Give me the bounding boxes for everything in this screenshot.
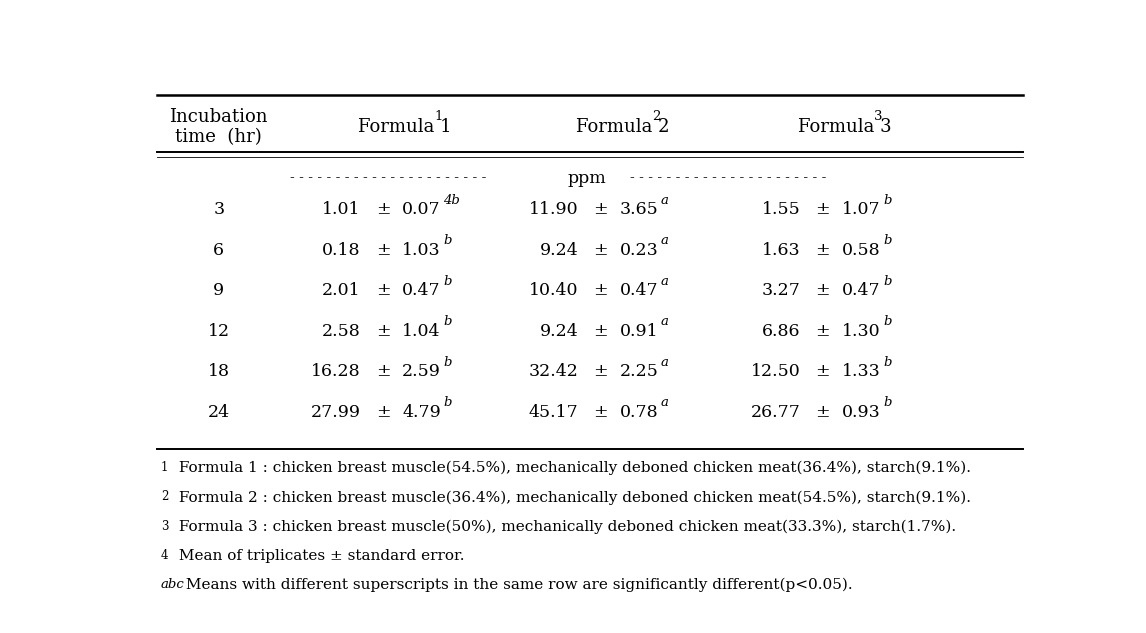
Text: 2: 2 bbox=[652, 110, 661, 123]
Text: Formula 2: Formula 2 bbox=[576, 118, 669, 136]
Text: ±: ± bbox=[376, 363, 391, 380]
Text: 3: 3 bbox=[874, 110, 882, 123]
Text: 1.03: 1.03 bbox=[402, 242, 441, 259]
Text: b: b bbox=[444, 234, 452, 248]
Text: 0.93: 0.93 bbox=[841, 404, 880, 421]
Text: 16.28: 16.28 bbox=[312, 363, 361, 380]
Text: 1.07: 1.07 bbox=[842, 201, 880, 218]
Text: 45.17: 45.17 bbox=[528, 404, 579, 421]
Text: 12: 12 bbox=[207, 323, 230, 340]
Text: ±: ± bbox=[376, 404, 391, 421]
Text: Formula 3: Formula 3 bbox=[798, 118, 892, 136]
Text: 11.90: 11.90 bbox=[528, 201, 579, 218]
Text: 1.63: 1.63 bbox=[762, 242, 801, 259]
Text: 12.50: 12.50 bbox=[751, 363, 801, 380]
Text: ±: ± bbox=[815, 201, 830, 218]
Text: 26.77: 26.77 bbox=[751, 404, 801, 421]
Text: 18: 18 bbox=[207, 363, 229, 380]
Text: Formula 1 : chicken breast muscle(54.5%), mechanically deboned chicken meat(36.4: Formula 1 : chicken breast muscle(54.5%)… bbox=[174, 461, 972, 475]
Text: ±: ± bbox=[594, 242, 609, 259]
Text: 2.58: 2.58 bbox=[322, 323, 361, 340]
Text: 0.07: 0.07 bbox=[402, 201, 441, 218]
Text: 3.27: 3.27 bbox=[762, 282, 801, 299]
Text: 9: 9 bbox=[213, 282, 225, 299]
Text: 10.40: 10.40 bbox=[529, 282, 579, 299]
Text: 4b: 4b bbox=[444, 194, 461, 207]
Text: b: b bbox=[884, 275, 892, 287]
Text: ±: ± bbox=[376, 201, 391, 218]
Text: 1.55: 1.55 bbox=[762, 201, 801, 218]
Text: 24: 24 bbox=[207, 404, 230, 421]
Text: 2: 2 bbox=[160, 491, 168, 503]
Text: b: b bbox=[884, 396, 892, 409]
Text: 4.79: 4.79 bbox=[402, 404, 441, 421]
Text: ±: ± bbox=[815, 242, 830, 259]
Text: 0.23: 0.23 bbox=[620, 242, 659, 259]
Text: ±: ± bbox=[815, 282, 830, 299]
Text: a: a bbox=[661, 194, 669, 207]
Text: b: b bbox=[444, 396, 452, 409]
Text: Means with different superscripts in the same row are significantly different(p<: Means with different superscripts in the… bbox=[181, 578, 853, 592]
Text: b: b bbox=[884, 356, 892, 368]
Text: Formula 1: Formula 1 bbox=[359, 118, 452, 136]
Text: 2.25: 2.25 bbox=[620, 363, 659, 380]
Text: ±: ± bbox=[815, 363, 830, 380]
Text: 0.47: 0.47 bbox=[842, 282, 880, 299]
Text: 9.24: 9.24 bbox=[540, 323, 579, 340]
Text: ±: ± bbox=[594, 282, 609, 299]
Text: b: b bbox=[884, 194, 892, 207]
Text: b: b bbox=[884, 234, 892, 248]
Text: ±: ± bbox=[376, 282, 391, 299]
Text: Formula 3 : chicken breast muscle(50%), mechanically deboned chicken meat(33.3%): Formula 3 : chicken breast muscle(50%), … bbox=[174, 520, 957, 534]
Text: ppm: ppm bbox=[568, 170, 606, 187]
Text: ±: ± bbox=[376, 242, 391, 259]
Text: ±: ± bbox=[815, 323, 830, 340]
Text: 0.47: 0.47 bbox=[402, 282, 441, 299]
Text: 0.58: 0.58 bbox=[842, 242, 880, 259]
Text: a: a bbox=[661, 315, 669, 328]
Text: 32.42: 32.42 bbox=[528, 363, 579, 380]
Text: 1: 1 bbox=[160, 461, 168, 474]
Text: ±: ± bbox=[594, 404, 609, 421]
Text: 0.78: 0.78 bbox=[620, 404, 659, 421]
Text: 3: 3 bbox=[160, 520, 168, 532]
Text: - - - - - - - - - - - - - - - - - - - - - -: - - - - - - - - - - - - - - - - - - - - … bbox=[290, 172, 486, 185]
Text: ±: ± bbox=[594, 323, 609, 340]
Text: ±: ± bbox=[594, 201, 609, 218]
Text: 1.30: 1.30 bbox=[842, 323, 880, 340]
Text: Incubation
time  (hr): Incubation time (hr) bbox=[170, 108, 268, 146]
Text: 9.24: 9.24 bbox=[540, 242, 579, 259]
Text: 0.18: 0.18 bbox=[322, 242, 361, 259]
Text: 1.33: 1.33 bbox=[841, 363, 880, 380]
Text: ±: ± bbox=[594, 363, 609, 380]
Text: Formula 2 : chicken breast muscle(36.4%), mechanically deboned chicken meat(54.5: Formula 2 : chicken breast muscle(36.4%)… bbox=[174, 491, 972, 505]
Text: b: b bbox=[444, 275, 452, 287]
Text: 1: 1 bbox=[434, 110, 444, 123]
Text: b: b bbox=[444, 356, 452, 368]
Text: a: a bbox=[661, 356, 669, 368]
Text: b: b bbox=[444, 315, 452, 328]
Text: 0.91: 0.91 bbox=[620, 323, 659, 340]
Text: a: a bbox=[661, 275, 669, 287]
Text: 3: 3 bbox=[213, 201, 225, 218]
Text: 6.86: 6.86 bbox=[762, 323, 801, 340]
Text: 2.01: 2.01 bbox=[322, 282, 361, 299]
Text: 1.01: 1.01 bbox=[322, 201, 361, 218]
Text: a: a bbox=[661, 396, 669, 409]
Text: ±: ± bbox=[815, 404, 830, 421]
Text: 1.04: 1.04 bbox=[402, 323, 441, 340]
Text: a: a bbox=[661, 234, 669, 248]
Text: Mean of triplicates ± standard error.: Mean of triplicates ± standard error. bbox=[174, 549, 465, 563]
Text: - - - - - - - - - - - - - - - - - - - - - -: - - - - - - - - - - - - - - - - - - - - … bbox=[630, 172, 826, 185]
Text: 0.47: 0.47 bbox=[620, 282, 659, 299]
Text: 3.65: 3.65 bbox=[620, 201, 659, 218]
Text: 4: 4 bbox=[160, 549, 168, 561]
Text: 27.99: 27.99 bbox=[311, 404, 361, 421]
Text: 2.59: 2.59 bbox=[402, 363, 441, 380]
Text: b: b bbox=[884, 315, 892, 328]
Text: abc: abc bbox=[160, 578, 185, 591]
Text: ±: ± bbox=[376, 323, 391, 340]
Text: 6: 6 bbox=[213, 242, 225, 259]
